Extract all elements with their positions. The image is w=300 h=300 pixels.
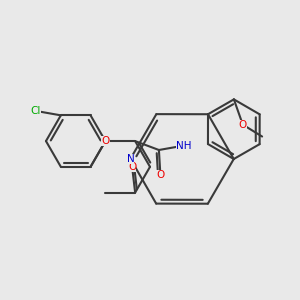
Text: N: N — [127, 154, 134, 164]
Text: O: O — [156, 170, 164, 180]
Text: O: O — [239, 120, 247, 130]
Text: NH: NH — [176, 140, 192, 151]
Text: O: O — [101, 136, 110, 146]
Text: Cl: Cl — [30, 106, 41, 116]
Text: O: O — [128, 162, 136, 172]
